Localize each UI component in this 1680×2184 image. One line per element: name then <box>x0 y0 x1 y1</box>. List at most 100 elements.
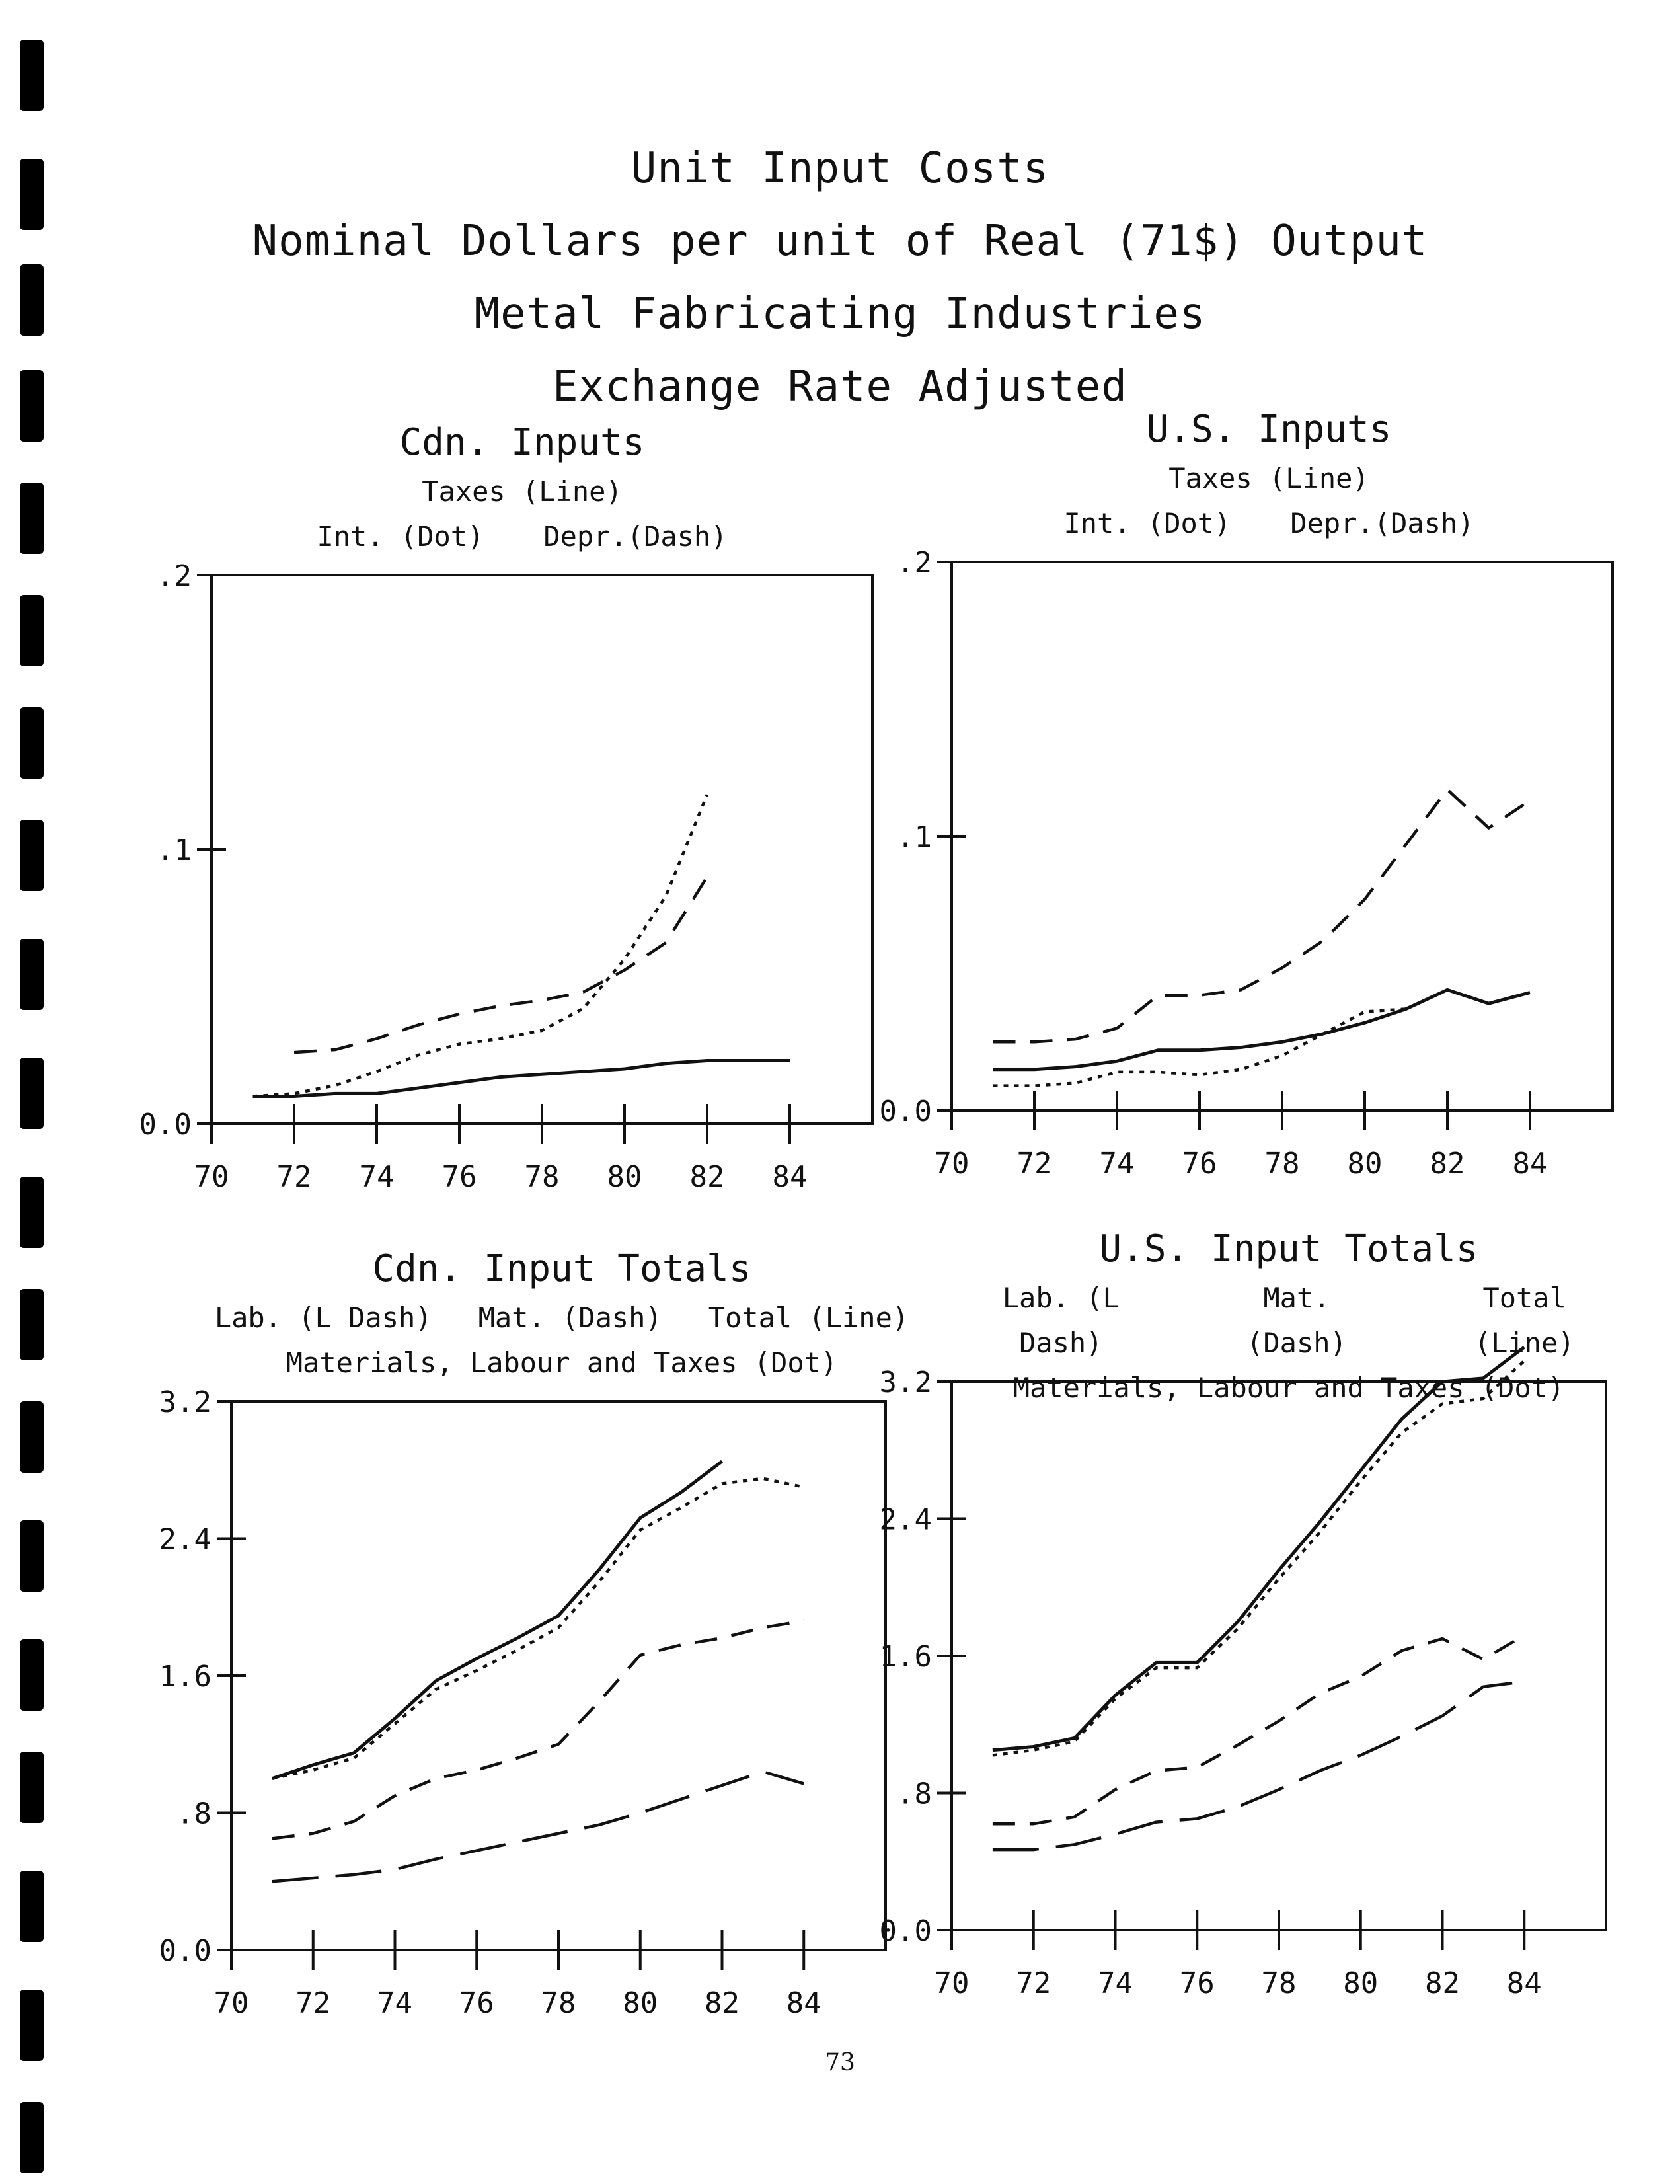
x-tick-label: 80 <box>623 1986 658 2020</box>
chart-cdn-inputs: 0.0 .1 .2 70 72 74 76 78 80 82 84 <box>139 559 874 1194</box>
legend-entry: Int. (Dot) <box>1063 507 1231 539</box>
binder-mark <box>20 2102 44 2173</box>
chart-us-inputs: 0.0 .1 .2 70 72 74 76 78 80 82 84 <box>880 546 1614 1181</box>
x-tick-label: 72 <box>277 1160 312 1194</box>
x-tick-label: 74 <box>1098 1967 1133 2000</box>
binder-mark <box>20 370 44 442</box>
binder-mark <box>20 264 44 336</box>
x-tick-label: 70 <box>214 1986 249 2020</box>
x-tick-label: 84 <box>786 1986 821 2020</box>
chart-us-totals: 0.0 .8 1.6 2.4 3.2 70 72 74 76 78 80 82 84 <box>880 1346 1607 2000</box>
x-tick-label: 82 <box>1430 1147 1465 1181</box>
series-line-dot <box>993 1007 1406 1087</box>
x-tick-label: 72 <box>1016 1967 1051 2000</box>
page-number: 73 <box>825 2049 855 2076</box>
series-line-line <box>252 1059 790 1098</box>
binder-mark <box>20 1289 44 1360</box>
panel-header-cdn-totals: Cdn. Input Totals Lab. (L Dash) Mat. (Da… <box>211 1243 912 1385</box>
x-tick-label: 84 <box>1507 1967 1542 2000</box>
binder-mark <box>20 1990 44 2061</box>
x-tick-label: 70 <box>935 1147 970 1181</box>
binder-mark <box>20 159 44 230</box>
series-line-dash <box>993 788 1531 1044</box>
x-tick-label: 84 <box>1513 1147 1548 1181</box>
y-tick-label: 2.4 <box>159 1523 211 1557</box>
legend-entry: Int. (Dot) <box>317 520 484 553</box>
x-tick-label: 82 <box>1425 1967 1460 2000</box>
binder-mark <box>20 820 44 891</box>
x-tick-label: 76 <box>1182 1147 1217 1181</box>
x-tick-label: 82 <box>705 1986 740 2020</box>
y-tick-label: 2.4 <box>880 1503 932 1537</box>
y-tick-label: 1.6 <box>880 1640 932 1674</box>
binder-mark <box>20 939 44 1010</box>
y-tick-label: 0.0 <box>139 1108 192 1142</box>
series-line-dash <box>992 1633 1525 1826</box>
legend-entry: Taxes (Line) <box>1168 462 1369 494</box>
x-tick-label: 76 <box>442 1160 477 1194</box>
x-tick-label: 82 <box>690 1160 725 1194</box>
legend-entry: Total (Line) <box>1474 1282 1575 1359</box>
binder-mark <box>20 483 44 554</box>
y-tick-label: .2 <box>897 546 932 580</box>
x-tick-label: 80 <box>607 1160 642 1194</box>
chart-title: U.S. Inputs <box>1146 408 1392 451</box>
series-line-dot <box>252 794 709 1098</box>
x-tick-label: 80 <box>1343 1967 1378 2000</box>
x-tick-label: 72 <box>1017 1147 1052 1181</box>
binder-mark <box>20 1177 44 1248</box>
series-line-line <box>272 1460 724 1780</box>
y-tick-label: .2 <box>157 559 192 593</box>
chart-title: Cdn. Inputs <box>399 421 645 464</box>
series-line-ldash <box>272 1770 804 1883</box>
x-tick-label: 76 <box>1180 1967 1215 2000</box>
x-tick-label: 74 <box>360 1160 395 1194</box>
plot-frame <box>950 561 1614 1112</box>
binder-mark <box>20 40 44 111</box>
binder-mark <box>20 707 44 779</box>
x-tick-label: 74 <box>1100 1147 1135 1181</box>
x-tick-label: 74 <box>377 1986 412 2020</box>
y-tick-label: 1.6 <box>159 1660 211 1694</box>
y-tick-label: .8 <box>897 1777 932 1811</box>
binder-mark <box>20 595 44 666</box>
figure-title: Unit Input Costs <box>630 144 1050 193</box>
binder-mark <box>20 1401 44 1473</box>
binder-mark <box>20 1871 44 1942</box>
legend-entry: Materials, Labour and Taxes (Dot) <box>286 1346 838 1379</box>
figure-subtitle-adjustment: Exchange Rate Adjusted <box>553 362 1127 411</box>
y-tick-label: 0.0 <box>880 1095 932 1128</box>
x-tick-label: 78 <box>541 1986 576 2020</box>
y-tick-label: .1 <box>157 834 192 867</box>
x-tick-label: 70 <box>935 1967 970 2000</box>
binder-mark <box>20 1639 44 1711</box>
plot-frame <box>210 574 874 1125</box>
binder-mark <box>20 1520 44 1592</box>
x-tick-label: 78 <box>1262 1967 1297 2000</box>
x-tick-label: 80 <box>1348 1147 1383 1181</box>
series-line-dot <box>272 1477 804 1780</box>
y-tick-label: 3.2 <box>159 1385 211 1419</box>
chart-cdn-totals: 0.0 .8 1.6 2.4 3.2 70 72 74 76 78 80 82 84 <box>159 1385 887 2020</box>
series-line-dash <box>272 1619 804 1840</box>
y-tick-label: 0.0 <box>159 1934 211 1968</box>
binder-mark <box>20 1752 44 1823</box>
panel-header-cdn-inputs: Cdn. Inputs Taxes (Line) Int. (Dot) Depr… <box>192 416 853 559</box>
legend-entry: Depr.(Dash) <box>543 520 728 553</box>
series-line-line <box>992 1346 1525 1752</box>
legend-entry: Total (Line) <box>708 1302 909 1334</box>
x-tick-label: 78 <box>525 1160 560 1194</box>
panel-header-us-inputs: U.S. Inputs Taxes (Line) Int. (Dot) Depr… <box>938 403 1599 546</box>
x-tick-label: 78 <box>1265 1147 1300 1181</box>
y-tick-label: 3.2 <box>880 1366 932 1399</box>
legend-entry: Depr.(Dash) <box>1290 507 1474 539</box>
y-tick-label: .1 <box>897 820 932 854</box>
chart-title: U.S. Input Totals <box>1099 1228 1478 1270</box>
y-tick-label: 0.0 <box>880 1914 932 1948</box>
chart-title: Cdn. Input Totals <box>372 1247 751 1290</box>
y-tick-label: .8 <box>176 1797 211 1831</box>
figure-title-block: Unit Input Costs Nominal Dollars per uni… <box>0 132 1680 423</box>
x-tick-label: 70 <box>194 1160 229 1194</box>
figure-subtitle-units: Nominal Dollars per unit of Real (71$) O… <box>252 217 1428 266</box>
x-tick-label: 76 <box>459 1986 494 2020</box>
